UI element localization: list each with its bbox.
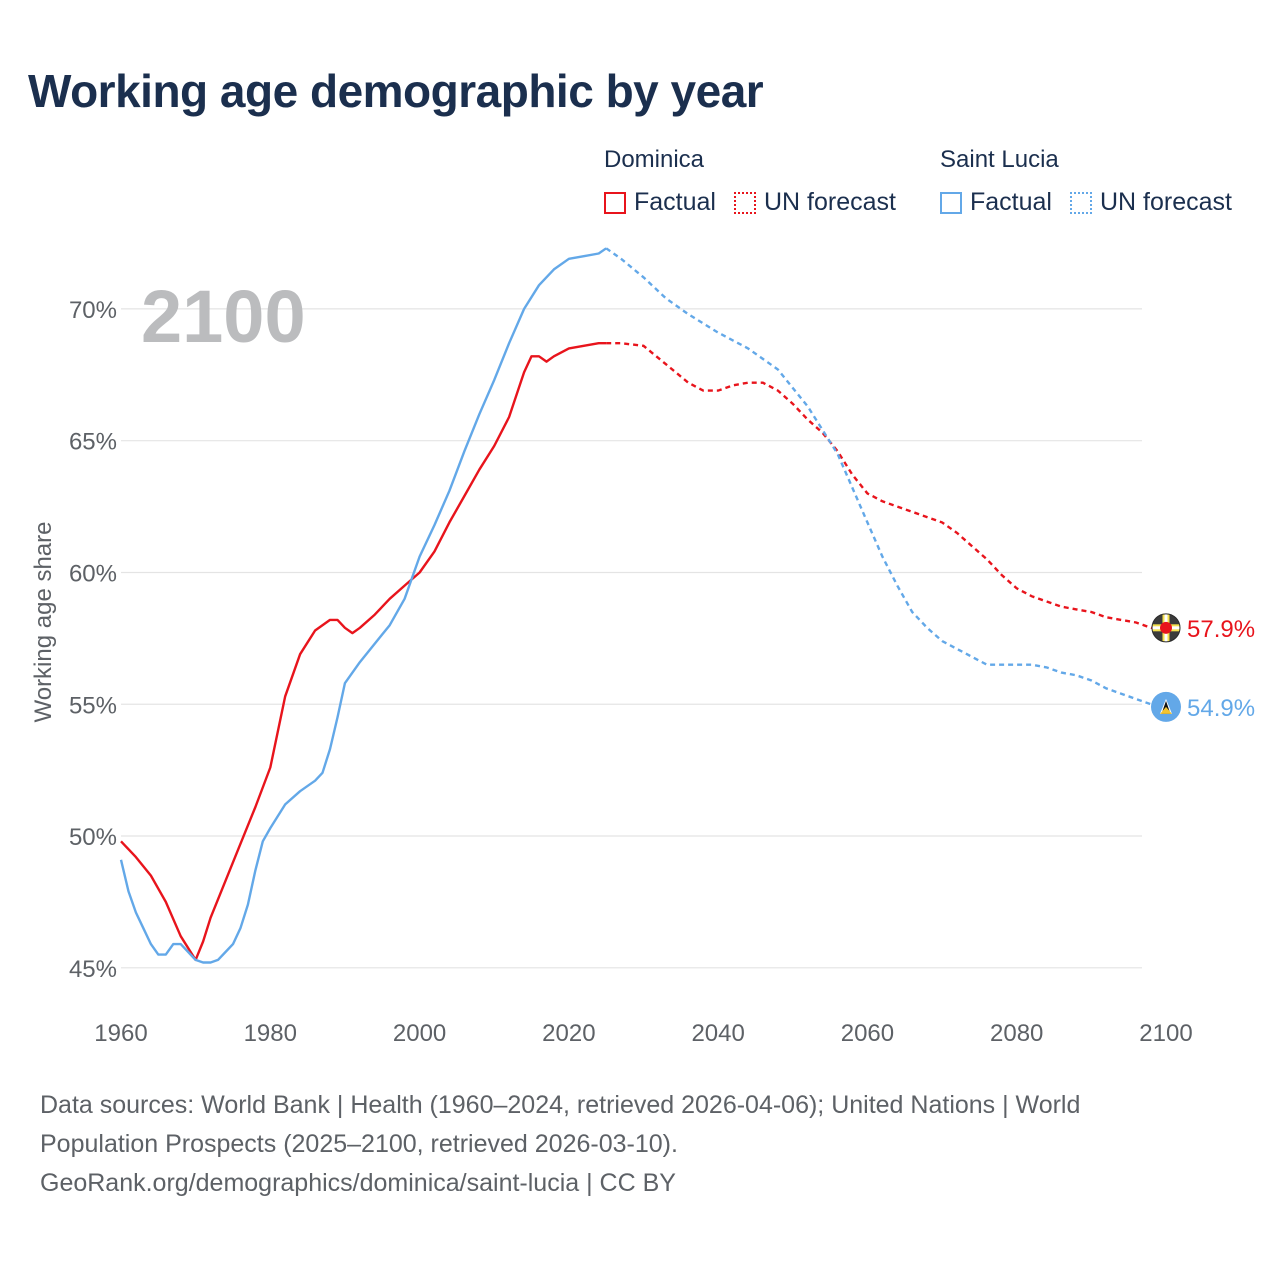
series-line-saint-lucia-forecast[interactable] <box>605 247 1167 709</box>
legend-group-dominica: Dominica Factual UN forecast <box>604 146 914 217</box>
legend-label: UN forecast <box>763 188 896 216</box>
year-watermark: 2100 <box>141 275 306 358</box>
y-tick-label: 70% <box>69 297 117 324</box>
legend-swatch-dotted <box>733 191 756 214</box>
legend-item-saint-lucia-forecast[interactable]: UN forecast <box>1069 188 1232 217</box>
x-tick-label: 2040 <box>691 1020 744 1047</box>
legend-swatch-solid <box>940 191 962 214</box>
sources-line: Population Prospects (2025–2100, retriev… <box>40 1130 678 1158</box>
dominica-flag-icon <box>1151 613 1181 643</box>
x-tick-label: 1960 <box>94 1020 147 1047</box>
legend-item-dominica-forecast[interactable]: UN forecast <box>733 188 896 217</box>
y-tick-label: 50% <box>69 824 117 851</box>
line-chart: 2100 Working age share 45% 50% 55% 60% 65% 70… <box>30 247 1255 1047</box>
saint-lucia-flag-icon <box>1151 691 1181 722</box>
legend-swatch-solid <box>604 191 626 214</box>
x-tick-label: 2020 <box>542 1020 595 1047</box>
end-value-label-saint-lucia: 54.9% <box>1187 695 1255 722</box>
legend-group-name: Saint Lucia <box>940 146 1059 173</box>
y-axis-ticks: 45% 50% 55% 60% 65% 70% <box>69 297 117 983</box>
data-sources: Data sources: World Bank | Health (1960–… <box>40 1086 1180 1203</box>
series-lines <box>119 247 1167 964</box>
legend-label: UN forecast <box>1099 188 1232 216</box>
series-line-dominica-factual[interactable] <box>120 342 607 962</box>
y-tick-label: 65% <box>69 429 117 456</box>
y-tick-label: 45% <box>69 956 117 983</box>
legend-label: Factual <box>634 188 716 216</box>
sources-url[interactable]: GeoRank.org/demographics/dominica/saint-… <box>40 1169 676 1197</box>
legend-group-name: Dominica <box>604 146 705 173</box>
x-tick-label: 2060 <box>841 1020 894 1047</box>
legend-swatch-dotted <box>1069 191 1092 214</box>
x-axis-ticks: 1960 1980 2000 2020 2040 2060 2080 2100 <box>94 1020 1192 1047</box>
series-line-dominica-forecast[interactable] <box>606 342 1166 629</box>
end-value-label-dominica: 57.9% <box>1187 616 1255 643</box>
x-tick-label: 1980 <box>244 1020 297 1047</box>
y-tick-label: 60% <box>69 560 117 587</box>
chart-title: Working age demographic by year <box>28 65 764 117</box>
y-axis-label: Working age share <box>30 522 57 723</box>
x-tick-label: 2000 <box>393 1020 446 1047</box>
legend-group-saint-lucia: Saint Lucia Factual UN forecast <box>940 146 1250 217</box>
sources-line: Data sources: World Bank | Health (1960–… <box>40 1091 1081 1119</box>
legend-item-saint-lucia-factual[interactable]: Factual <box>940 188 1052 217</box>
gridlines <box>121 308 1142 969</box>
legend-item-dominica-factual[interactable]: Factual <box>604 188 716 217</box>
x-tick-label: 2080 <box>990 1020 1043 1047</box>
x-tick-label: 2100 <box>1139 1020 1192 1047</box>
series-line-saint-lucia-factual[interactable] <box>119 247 607 964</box>
y-tick-label: 55% <box>69 692 117 719</box>
series-end-markers: 57.9% 54.9% <box>1151 613 1255 722</box>
legend-label: Factual <box>970 188 1052 216</box>
